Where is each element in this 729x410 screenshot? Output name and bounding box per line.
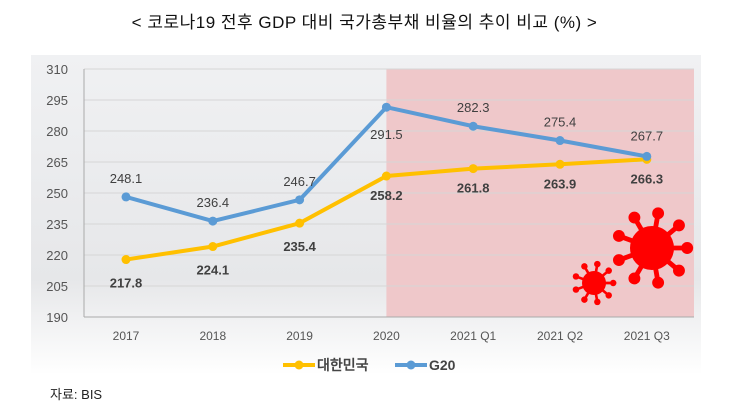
data-label: 248.1 [110,171,143,186]
data-label: 217.8 [110,276,143,291]
x-tick-label: 2021 Q1 [450,329,496,343]
data-label: 261.8 [457,181,490,196]
data-label: 235.4 [283,239,316,254]
x-tick-label: 2021 Q3 [624,329,670,343]
data-label: 263.9 [544,176,577,191]
y-tick-label: 280 [46,124,68,139]
virus-icon-small [572,260,617,306]
y-tick-label: 295 [46,93,68,108]
data-point [121,255,131,265]
chart-title: < 코로나19 전후 GDP 대비 국가총부채 비율의 추이 비교 (%) > [131,13,598,32]
y-tick-label: 235 [46,217,68,232]
data-point [642,151,652,161]
data-point [468,164,478,174]
y-tick-label: 220 [46,248,68,263]
data-point [555,136,565,146]
legend-marker [406,360,416,370]
data-point [468,121,478,131]
data-point [208,242,218,252]
data-point [295,218,305,228]
x-tick-label: 2019 [286,329,313,343]
x-tick-label: 2018 [199,329,226,343]
data-label: 246.7 [283,174,316,189]
x-tick-label: 2021 Q2 [537,329,583,343]
legend-label: 대한민국 [317,357,369,373]
x-tick-label: 2017 [113,329,140,343]
data-label: 224.1 [197,263,230,278]
data-label: 291.5 [370,127,403,142]
data-point [208,216,218,226]
legend-marker [294,360,304,370]
y-tick-label: 310 [46,62,68,77]
data-label: 282.3 [457,100,490,115]
data-point [381,102,391,112]
y-tick-label: 190 [46,310,68,325]
source-note: 자료: BIS [50,387,103,402]
y-tick-label: 250 [46,186,68,201]
legend-label: G20 [429,357,456,373]
data-label: 258.2 [370,188,403,203]
y-tick-label: 265 [46,155,68,170]
x-tick-label: 2020 [373,329,400,343]
data-point [381,171,391,181]
data-label: 267.7 [631,128,664,143]
data-point [121,192,131,202]
y-tick-label: 205 [46,279,68,294]
data-point [295,195,305,205]
data-label: 236.4 [197,195,230,210]
virus-icon-large [612,207,694,289]
data-label: 266.3 [631,171,664,186]
data-point [555,159,565,169]
data-label: 275.4 [544,115,577,130]
